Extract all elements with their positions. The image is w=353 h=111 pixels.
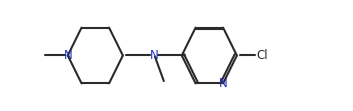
- Text: N: N: [64, 49, 72, 62]
- Text: N: N: [150, 49, 158, 62]
- Text: N: N: [219, 77, 227, 90]
- Text: Cl: Cl: [257, 49, 268, 62]
